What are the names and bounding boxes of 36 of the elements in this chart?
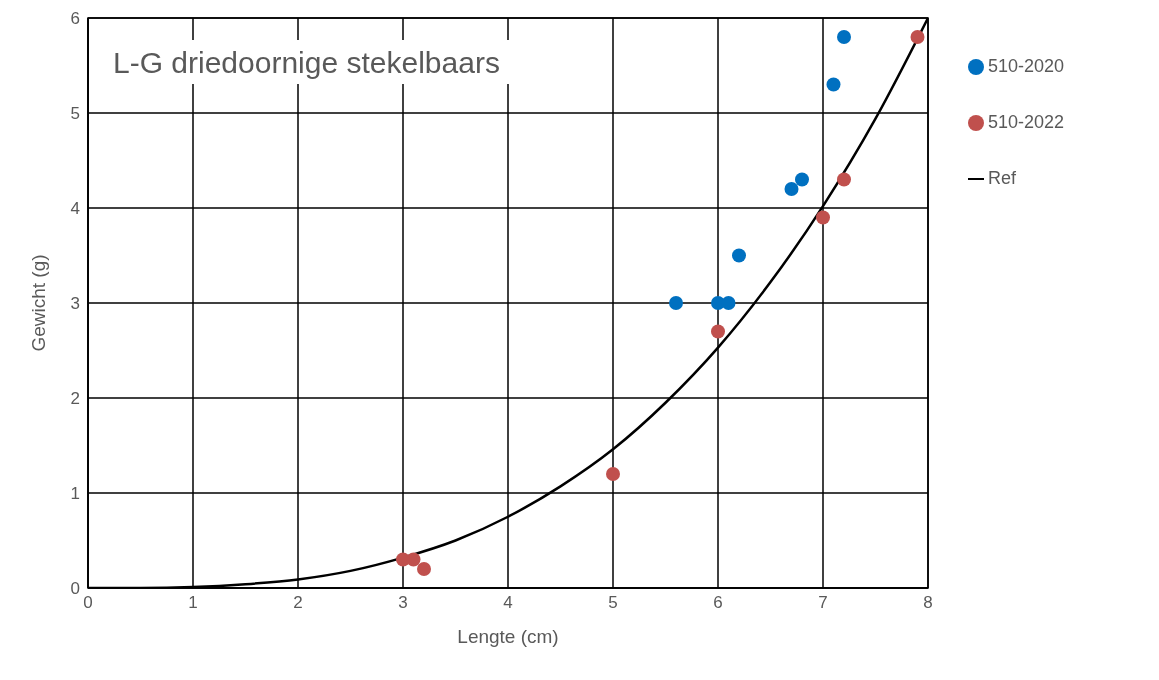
point	[837, 30, 851, 44]
point	[910, 30, 925, 44]
x-tick-label: 0	[83, 593, 93, 613]
y-axis-title: Gewicht (g)	[27, 254, 49, 352]
point	[784, 182, 799, 196]
point	[826, 77, 841, 92]
point	[837, 172, 851, 187]
x-tick-label: 7	[818, 593, 828, 613]
x-tick-label: 4	[503, 593, 513, 613]
x-axis-title: Lengte (cm)	[457, 626, 559, 647]
x-tick-label: 6	[713, 593, 723, 613]
y-tick-label: 3	[70, 294, 80, 314]
point	[816, 210, 830, 225]
x-tick-label: 3	[398, 593, 408, 613]
y-tick-label: 0	[70, 579, 80, 599]
y-tick-label: 5	[70, 104, 80, 124]
legend-label: 510-2020	[988, 56, 1065, 76]
text: L-G driedoornige stekelbaars	[113, 46, 500, 79]
point	[721, 296, 736, 310]
point	[606, 467, 620, 481]
point	[732, 248, 746, 263]
x-tick-label: 1	[188, 593, 198, 613]
point	[406, 552, 421, 567]
x-tick-label: 2	[293, 593, 303, 613]
y-tick-label: 4	[70, 199, 80, 219]
x-tick-label: 5	[608, 593, 618, 613]
legend-label: Ref	[988, 168, 1017, 188]
legend-label: 510-2022	[988, 112, 1065, 132]
point	[417, 562, 431, 576]
point	[669, 296, 683, 310]
point	[711, 324, 725, 339]
y-tick-label: 1	[70, 484, 80, 504]
x-tick-label: 8	[923, 593, 933, 613]
y-tick-label: 2	[70, 389, 80, 409]
point	[795, 172, 809, 187]
y-tick-label: 6	[70, 9, 80, 29]
